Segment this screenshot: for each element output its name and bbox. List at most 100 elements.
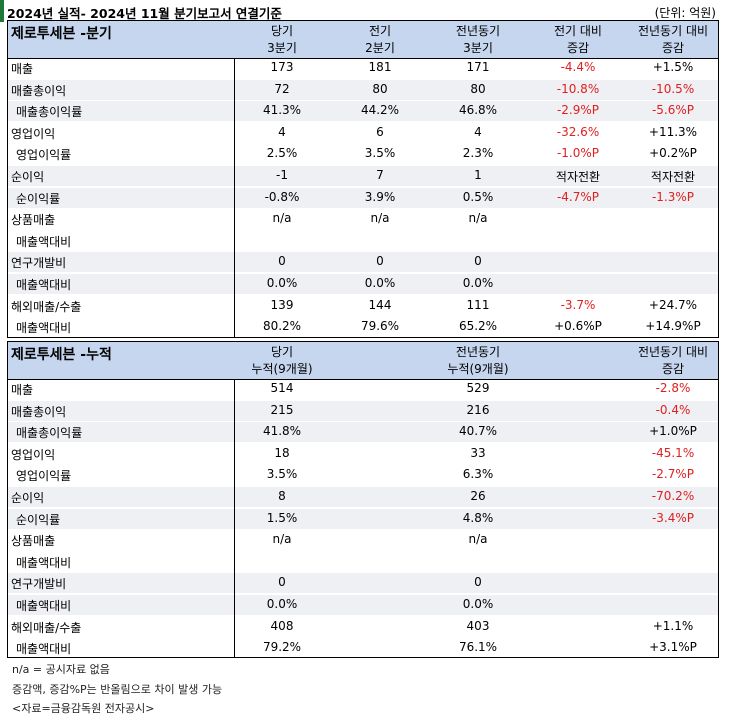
column-header-line1: 전기 [368,24,392,38]
column-header-line2: 3분기 [463,41,493,55]
row-label: 상품매출 [11,213,56,228]
note-rounding: 증감액, 증감%P는 반올림으로 차이 발생 가능 [12,683,223,696]
row-label: 연구개발비 [11,256,67,271]
table-cell: 0.0% [462,597,494,611]
table-row: 매출액대비 79.2% 76.1% +3.1%P [8,638,718,658]
table-cell: -5.6%P [651,103,695,118]
table-cell: -2.8% [655,381,691,395]
table-cell: 0.0% [266,276,298,290]
column-header-line1: 전년동기 [455,345,501,359]
row-label: 매출액대비 [16,555,72,570]
column-header-line2: 3분기 [267,41,297,55]
quarterly-section-title: 제로투세븐 -분기 [11,26,112,42]
row-label: 연구개발비 [11,577,67,592]
cumulative-table: 제로투세븐 -누적 당기 누적(9개월) 전년동기 누적(9개월) 전년동기 대비 증감 … [7,341,719,658]
row-label: 상품매출 [11,534,56,549]
table-cell: 403 [466,618,490,633]
table-cell: -3.7% [560,297,596,312]
page-title: 2024년 실적- 2024년 11월 분기보고서 연결기준 [7,6,282,21]
table-cell: 0 [376,254,384,269]
table-row: 매출총이익률 41.8% 40.7% +1.0%P [8,422,718,443]
table-cell: n/a [468,532,488,547]
note-source: <자료=금융감독원 전자공시> [12,702,155,715]
table-cell: 41.3% [262,103,302,118]
table-cell: 529 [466,381,490,395]
table-cell: 26 [470,489,486,503]
table-cell: 적자전환 [555,170,601,184]
column-header: 전기 2분기 [332,23,428,57]
table-cell: 4.8% [462,510,494,525]
table-cell: +24.7% [648,297,698,312]
table-cell: 144 [368,297,392,312]
table-cell: 0 [474,575,482,590]
row-label: 매출 [11,383,34,397]
table-cell: 0 [474,254,482,269]
table-cell: -10.5% [651,81,695,96]
table-cell: 65.2% [458,319,498,334]
table-row: 매출총이익 215 216 -0.4% [8,400,718,421]
column-header: 당기 3분기 [234,23,330,57]
table-cell: 41.8% [262,424,302,439]
table-row: 영업이익률 3.5% 6.3% -2.7%P [8,465,718,485]
column-header: 전년동기 대비 증감 [625,23,721,57]
table-cell: +0.6%P [554,319,602,334]
table-cell: +11.3% [648,124,698,139]
table-cell: 215 [270,402,294,417]
row-label: 영업이익 [11,126,56,141]
column-header-line2: 증감 [566,41,590,55]
table-cell: 80.2% [262,319,302,334]
table-cell: 1 [474,168,482,182]
table-row: 연구개발비 0 0 [8,573,718,594]
row-label: 순이익 [11,170,45,184]
row-label: 매출총이익 [11,83,67,98]
table-cell: 514 [270,381,294,395]
table-cell: +0.2%P [649,146,697,161]
table-row: 매출총이익 72 80 80 -10.8% -10.5% [8,79,718,100]
table-cell: -1.3%P [651,189,695,204]
note-na: n/a = 공시자료 없음 [12,663,110,676]
table-cell: 7 [376,168,384,182]
table-row: 매출 514 529 -2.8% [8,379,718,399]
row-label: 매출액대비 [16,278,72,292]
table-cell: 0 [278,254,286,269]
row-label: 해외매출/수출 [11,299,82,314]
table-cell: 3.5% [266,467,298,482]
row-label: 영업이익 [11,447,56,462]
table-row: 매출총이익률 41.3% 44.2% 46.8% -2.9%P -5.6%P [8,101,718,122]
table-cell: 0.0% [462,276,494,290]
row-label: 매출총이익 [11,404,67,419]
column-header-line1: 전기 대비 [554,24,602,38]
row-label: 영업이익률 [16,148,72,163]
table-cell: -0.4% [655,402,691,417]
column-header-line2: 증감 [661,362,685,376]
table-cell: 72 [274,81,290,96]
table-cell: 139 [270,297,294,312]
column-header-line2: 누적(9개월) [447,362,509,376]
table-row: 영업이익 4 6 4 -32.6% +11.3% [8,123,718,143]
column-header-line2: 2분기 [365,41,395,55]
table-cell: -1.0%P [556,146,600,161]
table-row: 순이익률 1.5% 4.8% -3.4%P [8,508,718,529]
table-row: 영업이익률 2.5% 3.5% 2.3% -1.0%P +0.2%P [8,144,718,164]
table-row: 해외매출/수출 408 403 +1.1% [8,617,718,637]
table-cell: -70.2% [651,489,695,503]
row-label: 매출 [11,62,34,76]
cumulative-section-title: 제로투세븐 -누적 [11,347,112,363]
table-cell: 4 [278,124,286,139]
row-label: 영업이익률 [16,469,72,484]
table-cell: -2.9%P [556,103,600,118]
column-header-line1: 당기 [270,345,294,359]
table-cell: +14.9%P [645,319,701,334]
row-label: 순이익률 [16,191,61,206]
table-row: 순이익 -1 7 1 적자전환 적자전환 [8,166,718,186]
table-cell: 173 [270,60,294,74]
table-cell: 76.1% [458,640,498,655]
table-cell: 1.5% [266,510,298,525]
column-header-line2: 누적(9개월) [251,362,313,376]
table-cell: 0.0% [364,276,396,290]
table-row: 해외매출/수출 139 144 111 -3.7% +24.7% [8,296,718,316]
table-row: 상품매출 n/a n/a n/a [8,209,718,229]
table-cell: 216 [466,402,490,417]
